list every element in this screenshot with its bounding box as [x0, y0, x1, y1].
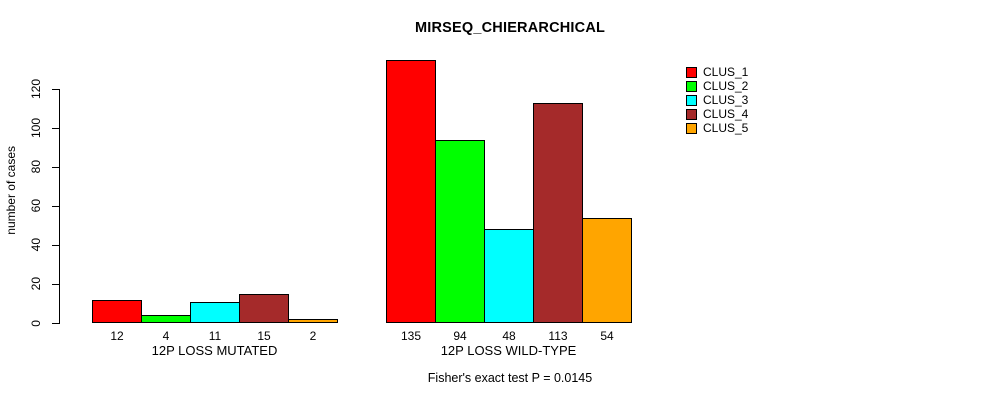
- chart-title: MIRSEQ_CHIERARCHICAL: [414, 20, 606, 36]
- bar-value-label: 12: [110, 329, 124, 343]
- bar-clus_4-group2: [533, 103, 583, 323]
- bar-clus_2-group2: [435, 140, 485, 323]
- legend-item: CLUS_5: [686, 121, 748, 135]
- y-tick-mark: [52, 89, 59, 90]
- bar-value-label: 135: [400, 329, 422, 343]
- legend-item: CLUS_1: [686, 65, 748, 79]
- legend-label: CLUS_4: [703, 107, 749, 121]
- y-tick-mark: [52, 206, 59, 207]
- bar-clus_5-group1: [288, 319, 338, 323]
- y-tick-label: 40: [28, 225, 44, 265]
- bar-clus_2-group1: [141, 315, 191, 323]
- legend-label: CLUS_5: [703, 121, 749, 135]
- bar-clus_1-group1: [92, 300, 142, 323]
- y-tick-mark: [52, 245, 59, 246]
- bar-value-label: 15: [257, 329, 271, 343]
- legend-label: CLUS_2: [703, 79, 749, 93]
- y-tick-label-text: 20: [29, 277, 43, 291]
- legend-swatch-clus_1: [686, 66, 697, 78]
- legend-label: CLUS_1: [703, 65, 749, 79]
- y-tick-label-text: 60: [29, 199, 43, 213]
- bar-value-label: 2: [309, 329, 317, 343]
- bar-clus_4-group1: [239, 294, 289, 323]
- caption-fishers-test: Fisher's exact test P = 0.0145: [427, 371, 593, 385]
- y-tick-mark: [52, 167, 59, 168]
- legend-label: CLUS_3: [703, 93, 749, 107]
- bar-value-label: 54: [600, 329, 614, 343]
- legend-item: CLUS_2: [686, 79, 748, 93]
- y-tick-label: 80: [28, 147, 44, 187]
- y-tick-label-text: 100: [29, 117, 43, 139]
- y-tick-label: 120: [28, 69, 44, 109]
- legend-item: CLUS_4: [686, 107, 748, 121]
- group-label-mutated: 12P LOSS MUTATED: [151, 343, 278, 358]
- y-tick-mark: [52, 284, 59, 285]
- legend: CLUS_1 CLUS_2 CLUS_3 CLUS_4 CLUS_5: [686, 65, 748, 135]
- legend-swatch-clus_5: [686, 122, 697, 134]
- y-tick-label-text: 80: [29, 160, 43, 174]
- y-tick-label-text: 40: [29, 238, 43, 252]
- bar-clus_1-group2: [386, 60, 436, 323]
- y-tick-mark: [52, 323, 59, 324]
- y-tick-label: 20: [28, 264, 44, 304]
- y-tick-label: 0: [28, 303, 44, 343]
- bar-value-label: 4: [162, 329, 170, 343]
- bar-value-label: 11: [208, 329, 222, 343]
- legend-swatch-clus_4: [686, 108, 697, 120]
- bar-clus_3-group2: [484, 229, 534, 323]
- y-tick-label: 100: [28, 108, 44, 148]
- y-tick-mark: [52, 128, 59, 129]
- y-tick-label-text: 120: [29, 78, 43, 100]
- y-axis-label-text: number of cases: [4, 145, 18, 235]
- legend-swatch-clus_2: [686, 80, 697, 92]
- legend-item: CLUS_3: [686, 93, 748, 107]
- y-tick-label-text: 0: [29, 319, 43, 327]
- legend-swatch-clus_3: [686, 94, 697, 106]
- bar-clus_5-group2: [582, 218, 632, 323]
- y-axis-line: [59, 89, 60, 324]
- bar-value-label: 94: [453, 329, 467, 343]
- bar-value-label: 48: [502, 329, 516, 343]
- y-axis-label: number of cases: [2, 115, 20, 265]
- group-label-wildtype: 12P LOSS WILD-TYPE: [440, 343, 577, 358]
- bar-clus_3-group1: [190, 302, 240, 323]
- y-tick-label: 60: [28, 186, 44, 226]
- bar-value-label: 113: [548, 329, 568, 343]
